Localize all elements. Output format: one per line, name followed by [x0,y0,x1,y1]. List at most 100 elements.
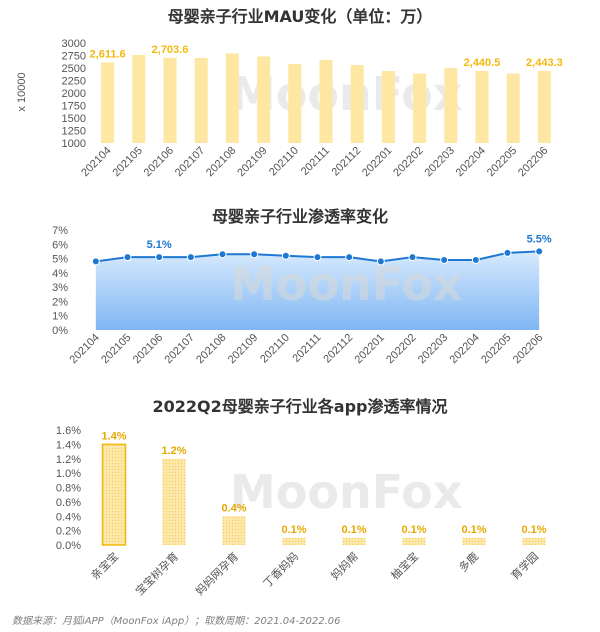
penetration-x-tick: 202105 [99,332,133,366]
app-data-label: 0.1% [521,524,546,536]
mau-y-tick: 2750 [62,51,86,63]
penetration-point [376,257,385,266]
penetration-y-tick: 7% [52,225,68,237]
app-x-tick: 丁香妈妈 [260,549,301,590]
mau-x-tick: 202111 [299,145,332,178]
penetration-point [408,253,417,262]
penetration-point [123,253,132,262]
mau-x-tick: 202106 [142,145,176,179]
penetration-point [471,256,480,264]
mau-bar [101,62,115,143]
penetration-point [218,250,227,259]
mau-bar [319,60,333,143]
penetration-data-label: 5.5% [527,233,552,245]
penetration-x-tick: 202110 [258,332,292,366]
penetration-x-tick: 202106 [131,332,165,366]
mau-bar [413,73,427,143]
mau-y-tick: 2500 [62,63,86,75]
app-bar [162,458,186,545]
mau-x-tick: 202107 [173,145,207,179]
mau-bar [163,57,177,143]
mau-y-tick: 1250 [62,126,86,138]
watermark-2: MoonFox [230,257,463,311]
mau-bar [350,65,364,143]
mau-y-tick: 2250 [62,76,86,88]
penetration-y-tick: 0% [52,325,68,337]
app-bar [462,537,486,545]
mau-y-tick: 1500 [62,113,86,125]
mau-x-tick: 202112 [329,145,363,179]
app-bar [522,537,546,545]
app-data-label: 1.2% [161,445,186,457]
penetration-point [313,253,322,262]
mau-data-label: 2,703.6 [152,44,189,56]
penetration-point [345,253,354,262]
mau-y-axis-label: x 10000 [16,72,28,111]
app-bar [342,537,366,545]
penetration-y-tick: 3% [52,282,68,294]
mau-chart: 母婴亲子行业MAU变化（单位：万） x 10000 10001250150017… [16,7,563,179]
penetration-x-tick: 202111 [290,332,323,365]
penetration-point [250,250,259,259]
mau-bar [475,70,489,143]
mau-bar [506,73,520,143]
penetration-x-tick: 202206 [511,332,545,366]
mau-y-tick: 1750 [62,101,86,113]
source-note: 数据来源：月狐iAPP（MoonFox iApp）；取数周期：2021.04-2… [12,616,341,627]
penetration-point [503,248,512,257]
app-x-tick: 多鹿 [456,549,481,574]
app-data-label: 1.4% [101,430,126,442]
watermark-3: MoonFox [230,465,463,519]
penetration-point [186,253,195,262]
penetration-x-tick: 202205 [479,332,513,366]
app-x-tick: 妈妈帮 [328,549,361,582]
mau-y-tick: 2000 [62,88,86,100]
mau-x-tick: 202204 [454,145,488,179]
app-data-label: 0.1% [341,524,366,536]
penetration-x-tick: 202202 [384,332,418,366]
mau-bar [132,55,146,143]
mau-bar [537,70,551,143]
penetration-x-tick: 202201 [353,332,387,366]
penetration-x-tick: 202203 [416,332,450,366]
penetration-y-tick: 4% [52,268,68,280]
penetration-y-tick: 6% [52,239,68,251]
mau-bar [257,56,271,143]
mau-data-label: 2,443.3 [526,57,563,69]
penetration-point [281,251,290,260]
mau-x-tick: 202206 [516,145,550,179]
app-x-tick: 妈妈网孕育 [192,549,241,598]
app-penetration-chart: 2022Q2母婴亲子行业各app渗透率情况 0.0% 0.2% 0.4% 0.6% 0.… [56,397,547,598]
penetration-point [155,253,164,262]
mau-y-tick: 3000 [62,38,86,50]
app-x-tick: 育学园 [508,549,541,582]
mau-bar [288,64,302,143]
mau-x-tick: 202205 [485,145,519,179]
app-y-tick: 1.6% [56,425,81,437]
mau-data-label: 2,611.6 [90,48,126,60]
mau-x-tick: 202201 [360,145,394,179]
app-y-tick: 0.2% [56,526,81,538]
penetration-area [95,251,540,330]
app-bar [402,537,426,545]
penetration-point [440,256,449,264]
penetration-chart: 母婴亲子行业渗透率变化 0% 1% 2% 3% 4% 5% 6% 7% MoonFox 202… [52,207,552,366]
mau-x-tick: 202202 [391,145,425,179]
app-chart-title: 2022Q2母婴亲子行业各app渗透率情况 [153,397,448,416]
penetration-data-label: 5.1% [147,239,172,251]
app-data-label: 0.1% [461,524,486,536]
app-y-tick: 0.8% [56,483,81,495]
app-y-tick: 0.6% [56,497,81,509]
mau-x-tick: 202110 [267,145,301,179]
penetration-y-tick: 2% [52,296,68,308]
app-data-label: 0.4% [221,502,246,514]
mau-x-tick: 202105 [110,145,144,179]
app-y-tick: 0.0% [56,540,81,552]
app-x-tick: 柚宝宝 [388,549,421,582]
penetration-x-tick: 202204 [448,332,482,366]
app-bar [222,516,246,545]
mau-data-label: 2,440.5 [464,57,501,69]
penetration-x-tick: 202104 [68,332,102,366]
app-y-tick: 1.4% [56,439,81,451]
